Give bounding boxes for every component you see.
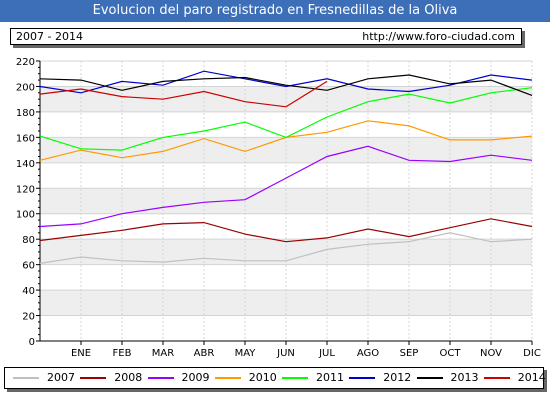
x-tick-label: OCT bbox=[440, 348, 462, 359]
y-tick-label: 40 bbox=[22, 286, 35, 297]
legend-swatch bbox=[282, 377, 308, 379]
series-lines bbox=[39, 70, 533, 264]
legend-label: 2014 bbox=[517, 371, 546, 384]
legend-swatch bbox=[349, 377, 376, 379]
y-tick-label: 100 bbox=[16, 210, 35, 221]
legend-label: 2011 bbox=[316, 371, 344, 384]
x-tick-label: DIC bbox=[523, 348, 541, 359]
y-tick-label: 60 bbox=[22, 261, 35, 272]
y-tick-label: 0 bbox=[29, 337, 35, 348]
y-tick-label: 160 bbox=[16, 133, 35, 144]
x-tick-label: MAR bbox=[152, 348, 174, 359]
series-line-2014 bbox=[39, 80, 328, 108]
x-tick-label: NOV bbox=[480, 348, 502, 359]
legend-swatch bbox=[214, 377, 241, 379]
x-tick-label: FEB bbox=[113, 348, 132, 359]
x-tick-label: ABR bbox=[194, 348, 215, 359]
y-tick-label: 220 bbox=[16, 57, 35, 68]
legend: 2007 2008 2009 2010 2011 2012 2013 2014 bbox=[4, 367, 546, 389]
legend-label: 2007 bbox=[47, 371, 75, 384]
series-line-2009 bbox=[39, 145, 533, 228]
series-line-2008 bbox=[39, 218, 533, 243]
source-url: http://www.foro-ciudad.com bbox=[362, 30, 515, 43]
chart-title: Evolucion del paro registrado en Fresned… bbox=[0, 0, 550, 22]
y-tick-label: 200 bbox=[16, 82, 35, 93]
legend-swatch bbox=[13, 377, 39, 379]
legend-swatch bbox=[416, 377, 443, 379]
legend-swatch bbox=[147, 377, 174, 379]
legend-label: 2008 bbox=[114, 371, 143, 384]
x-tick-label: ENE bbox=[71, 348, 91, 359]
y-tick-labels: 0 20 40 60 80 100 120 140 160 180 200 220 bbox=[16, 57, 35, 348]
legend-swatch bbox=[483, 377, 510, 379]
y-tick-label: 180 bbox=[16, 108, 35, 119]
legend-label: 2010 bbox=[248, 371, 277, 384]
info-bar: 2007 - 2014 http://www.foro-ciudad.com bbox=[10, 28, 522, 45]
axes bbox=[36, 60, 533, 345]
x-tick-label: AGO bbox=[357, 348, 379, 359]
legend-swatch bbox=[80, 377, 107, 379]
y-tick-label: 20 bbox=[22, 312, 35, 323]
period-label: 2007 - 2014 bbox=[16, 30, 83, 43]
series-line-2011 bbox=[39, 87, 533, 151]
grid-lines bbox=[40, 60, 533, 342]
y-tick-label: 120 bbox=[16, 184, 35, 195]
y-tick-label: 140 bbox=[16, 159, 35, 170]
legend-label: 2013 bbox=[450, 371, 479, 384]
series-line-2007 bbox=[39, 232, 533, 264]
x-tick-label: SEP bbox=[400, 348, 419, 359]
legend-label: 2012 bbox=[383, 371, 412, 384]
x-tick-label: JUL bbox=[318, 348, 335, 359]
series-line-2012 bbox=[39, 70, 533, 94]
legend-label: 2009 bbox=[181, 371, 210, 384]
x-tick-labels: ENE FEB MAR ABR MAY JUN JUL AGO SEP OCT NOV DIC bbox=[71, 348, 541, 359]
series-line-2013 bbox=[39, 74, 533, 96]
y-tick-label: 80 bbox=[22, 235, 35, 246]
x-tick-label: MAY bbox=[235, 348, 257, 359]
x-tick-label: JUN bbox=[276, 348, 295, 359]
